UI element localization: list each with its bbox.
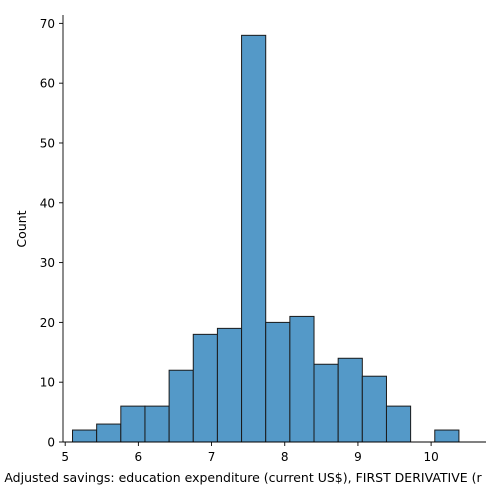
histogram-bar (96, 423, 122, 443)
y-tick-label: 20 (40, 316, 55, 330)
histogram-bar (241, 34, 267, 443)
x-tick-label: 10 (423, 450, 438, 464)
y-tick-label: 70 (40, 17, 55, 31)
histogram-bar (216, 327, 243, 443)
histogram-bar (337, 357, 363, 443)
y-tick-label: 10 (40, 376, 55, 390)
histogram-bar (168, 369, 194, 443)
histogram-bar (361, 375, 387, 443)
histogram-bar (72, 429, 98, 443)
x-axis-label: Adjusted savings: education expenditure … (4, 470, 482, 485)
histogram-bar (144, 405, 170, 443)
histogram-bar (120, 405, 146, 443)
y-tick-label: 30 (40, 256, 55, 270)
histogram-bars (72, 34, 460, 443)
x-tick-label: 6 (135, 450, 143, 464)
histogram-bar (192, 333, 218, 443)
x-axis-ticks: 5 6 7 8 9 10 (61, 442, 439, 464)
histogram-bar (289, 315, 315, 443)
histogram-bar (385, 405, 412, 443)
x-tick-label: 5 (61, 450, 69, 464)
histogram-bar (313, 363, 339, 443)
y-tick-label: 60 (40, 77, 55, 91)
x-tick-label: 9 (354, 450, 362, 464)
y-tick-label: 50 (40, 136, 55, 150)
histogram-bar (265, 321, 291, 443)
y-axis-ticks: 0 10 20 30 40 50 60 70 (40, 17, 63, 450)
histogram-bar (434, 429, 460, 443)
y-tick-label: 40 (40, 196, 55, 210)
y-axis-label: Count (14, 210, 29, 247)
x-tick-label: 8 (281, 450, 289, 464)
y-tick-label: 0 (47, 436, 55, 450)
x-tick-label: 7 (208, 450, 216, 464)
